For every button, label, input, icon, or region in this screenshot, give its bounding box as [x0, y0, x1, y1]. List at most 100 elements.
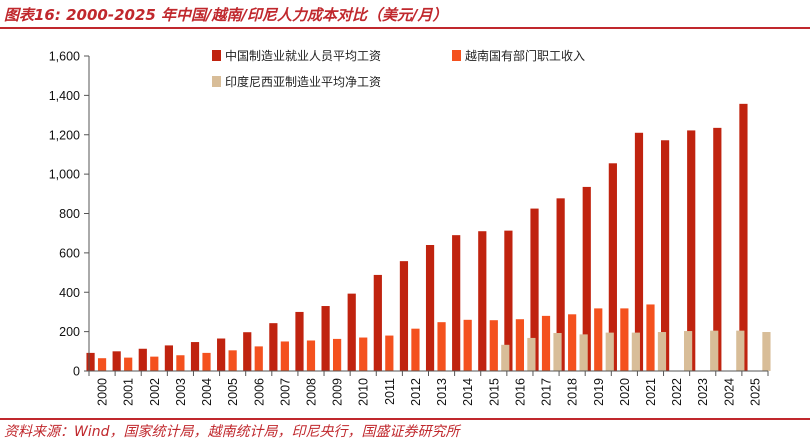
x-tick-label: 2003 — [174, 378, 188, 406]
source-rule — [0, 418, 810, 420]
x-tick-label: 2016 — [513, 378, 527, 406]
bar-series-2-2003 — [176, 355, 185, 371]
y-tick-label: 1,000 — [49, 168, 80, 182]
figure-title: 图表16: 2000-2025 年中国/越南/印尼人力成本对比（美元/月） — [4, 6, 448, 24]
bar-series-1-2013 — [425, 245, 435, 371]
legend-swatch-2 — [452, 50, 461, 61]
bar-series-2-2006 — [254, 346, 263, 371]
bar-series-2-2020 — [620, 308, 629, 371]
bar-series-2-2007 — [280, 341, 289, 371]
legend-label-1: 中国制造业就业人员平均工资 — [225, 48, 381, 63]
bar-series-1-2022 — [660, 140, 670, 371]
bar-series-1-2006 — [243, 332, 252, 371]
x-tick-label: 2005 — [226, 378, 240, 406]
x-tick-label: 2020 — [618, 378, 632, 406]
y-tick-label: 0 — [73, 365, 80, 379]
x-tick-label: 2019 — [592, 378, 606, 406]
x-tick-label: 2021 — [644, 378, 658, 406]
bar-series-1-2021 — [634, 132, 644, 371]
bar-series-3-2016 — [527, 337, 536, 371]
x-tick-label: 2007 — [278, 378, 292, 406]
bar-series-1-2014 — [452, 235, 461, 371]
bar-series-1-2008 — [295, 311, 304, 371]
bar-series-1-2023 — [687, 130, 696, 371]
x-tick-label: 2017 — [540, 378, 554, 406]
bar-series-2-2005 — [228, 350, 237, 371]
x-tick-label: 2006 — [252, 378, 266, 406]
bar-series-1-2011 — [373, 274, 382, 371]
x-tick-label: 2025 — [748, 378, 762, 406]
bar-series-2-2017 — [541, 315, 551, 371]
bar-series-1-2009 — [321, 306, 330, 371]
bar-series-1-2015 — [478, 231, 487, 371]
bar-series-1-2018 — [556, 198, 565, 371]
legend-swatch-3 — [212, 76, 221, 87]
y-tick-label: 1,200 — [49, 128, 80, 142]
bar-series-1-2020 — [608, 163, 617, 371]
x-tick-label: 2015 — [487, 378, 501, 406]
y-axis: 0 200 400 600 800 1,000 1,200 1,400 1,600 — [49, 50, 90, 379]
x-tick-label: 2013 — [435, 378, 449, 406]
x-tick-label: 2004 — [200, 378, 214, 406]
y-tick-label: 800 — [59, 207, 80, 221]
bar-series-2-2015 — [489, 320, 498, 371]
y-tick-label: 600 — [59, 246, 80, 260]
x-tick-label: 2011 — [383, 378, 397, 405]
x-tick-label: 2022 — [670, 378, 684, 406]
legend-label-3: 印度尼西亚制造业平均净工资 — [225, 74, 381, 89]
title-rule — [0, 27, 810, 29]
bar-series-1-2024 — [713, 127, 722, 371]
bar-series-3-2019 — [605, 332, 614, 371]
bar-series-1-2007 — [269, 323, 278, 371]
bar-series-1-2001 — [112, 351, 121, 371]
y-tick-label: 1,400 — [49, 89, 80, 103]
bar-series-2-2002 — [150, 356, 159, 371]
x-tick-label: 2001 — [122, 378, 136, 406]
bar-series-1-2025 — [739, 103, 748, 371]
bar-series-3-2022 — [683, 331, 693, 371]
bar-series-3-2021 — [657, 332, 667, 371]
bar-series-2-2018 — [568, 314, 577, 371]
bar-series-3-2017 — [553, 333, 562, 371]
bar-series-3-2018 — [579, 334, 588, 371]
y-tick-label: 400 — [59, 286, 80, 300]
x-axis: 2000 2001 2002 2003 2004 2005 2006 2007 2008 2009… — [88, 370, 769, 406]
bar-series-2-2004 — [202, 352, 211, 371]
bar-series-2-2021 — [646, 304, 655, 371]
y-tick-label: 1,600 — [49, 50, 80, 64]
bar-series-2-2009 — [332, 338, 342, 371]
bar-series-3-2025 — [762, 332, 771, 371]
x-tick-label: 2009 — [331, 378, 345, 406]
y-tick-label: 200 — [59, 325, 80, 339]
bar-series-2-2000 — [97, 358, 107, 371]
bar-series-3-2015 — [501, 344, 510, 371]
bar-series-1-2004 — [190, 342, 200, 371]
bars — [86, 103, 771, 371]
bar-series-3-2023 — [710, 330, 719, 371]
source-note: 资料来源：Wind，国家统计局，越南统计局，印尼央行，国盛证券研究所 — [4, 424, 460, 440]
bar-series-3-2020 — [631, 332, 640, 371]
x-tick-label: 2010 — [357, 378, 371, 406]
bar-series-1-2010 — [347, 293, 356, 371]
bar-series-2-2013 — [437, 322, 446, 371]
bar-series-1-2002 — [138, 348, 147, 371]
bar-series-1-2000 — [86, 352, 95, 371]
x-tick-label: 2002 — [148, 378, 162, 406]
bar-series-2-2014 — [463, 319, 472, 371]
x-tick-label: 2000 — [96, 378, 110, 406]
bar-series-2-2008 — [306, 340, 316, 371]
x-tick-label: 2012 — [409, 378, 423, 406]
x-tick-label: 2008 — [304, 378, 318, 406]
bar-series-2-2010 — [359, 337, 368, 371]
bar-series-3-2024 — [736, 330, 745, 371]
bar-series-2-2019 — [594, 308, 603, 371]
bar-series-1-2017 — [530, 208, 539, 371]
legend-label-2: 越南国有部门职工收入 — [465, 48, 585, 63]
bar-series-2-2001 — [124, 357, 133, 371]
bar-series-2-2016 — [515, 319, 525, 371]
bar-series-1-2016 — [504, 230, 513, 371]
bar-series-2-2011 — [385, 335, 394, 371]
x-tick-label: 2023 — [696, 378, 710, 406]
